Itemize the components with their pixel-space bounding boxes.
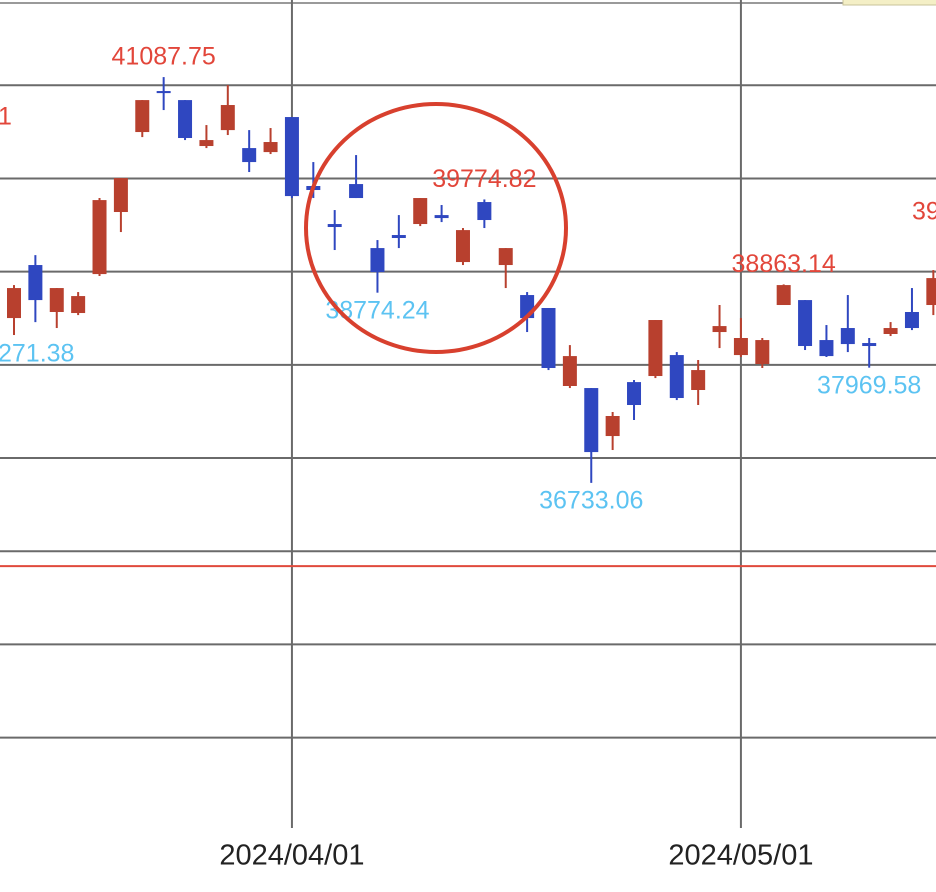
corner-box	[842, 0, 936, 6]
cut-label: 39	[912, 198, 936, 226]
candle-body	[327, 224, 342, 228]
high-label: 38863.14	[732, 250, 836, 278]
candle-body	[92, 200, 107, 275]
candle-body	[135, 100, 150, 133]
x-tick-label: 2024/05/01	[668, 840, 813, 872]
candle-body	[28, 265, 43, 301]
candle-body	[391, 235, 406, 239]
low-label: 36733.06	[539, 487, 643, 515]
candle-body	[498, 248, 513, 266]
candle-body	[541, 307, 556, 369]
candle-body	[733, 338, 748, 356]
candle-body	[284, 117, 299, 197]
candle-body	[156, 91, 171, 94]
high-label: 41087.75	[112, 43, 216, 71]
candle-body	[605, 416, 620, 437]
candle-body	[220, 105, 235, 131]
low-label: 38774.24	[325, 296, 429, 324]
candle-body	[562, 356, 577, 386]
candle-body	[840, 328, 855, 345]
candle-body	[370, 248, 385, 273]
candle-body	[413, 198, 428, 225]
candle-body	[755, 340, 770, 365]
value-labels: 41087.75 39774.82 38863.14 38774.24 3673…	[0, 43, 936, 515]
candle-body	[648, 320, 663, 377]
candle-body	[776, 285, 791, 306]
candle-body	[434, 215, 449, 219]
candles	[7, 77, 936, 483]
highlight-circle	[304, 102, 568, 354]
candle-body	[242, 148, 257, 163]
candle-body	[7, 288, 21, 319]
grid: 2024/04/01 2024/05/01	[0, 0, 936, 872]
candle-body	[627, 382, 642, 406]
candle-body	[584, 388, 599, 453]
candle-body	[455, 230, 470, 263]
candle-body	[904, 312, 919, 329]
cut-label: 271.38	[0, 340, 74, 368]
candle-body	[798, 300, 813, 347]
candle-body	[113, 178, 128, 213]
candle-body	[819, 340, 834, 357]
candle-body	[71, 296, 86, 314]
x-tick-label: 2024/04/01	[219, 840, 364, 872]
candle-body	[477, 202, 492, 221]
candle-body	[199, 140, 214, 147]
candle-body	[178, 100, 193, 139]
candle-body	[862, 343, 877, 347]
high-label: 39774.82	[432, 165, 536, 193]
candle-body	[349, 184, 364, 199]
candle-body	[926, 278, 936, 306]
cut-label: 1	[0, 103, 12, 131]
candle-body	[263, 142, 278, 153]
candle-body	[669, 355, 684, 399]
candle-body	[49, 288, 64, 313]
candle-body	[883, 328, 898, 334]
candle-body	[691, 370, 706, 391]
low-label: 37969.58	[817, 371, 921, 399]
candle-body	[712, 326, 727, 333]
